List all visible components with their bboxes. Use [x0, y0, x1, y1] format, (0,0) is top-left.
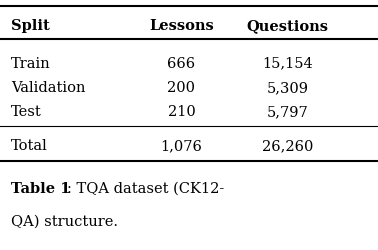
Text: Lessons: Lessons	[149, 19, 214, 33]
Text: Validation: Validation	[11, 81, 86, 95]
Text: Split: Split	[11, 19, 50, 33]
Text: Train: Train	[11, 57, 51, 71]
Text: Total: Total	[11, 139, 48, 153]
Text: 210: 210	[167, 105, 195, 119]
Text: 200: 200	[167, 81, 195, 95]
Text: 5,309: 5,309	[266, 81, 308, 95]
Text: Table 1: Table 1	[11, 182, 71, 196]
Text: 666: 666	[167, 57, 195, 71]
Text: 15,154: 15,154	[262, 57, 313, 71]
Text: QA) structure.: QA) structure.	[11, 214, 118, 228]
Text: 5,797: 5,797	[266, 105, 308, 119]
Text: 26,260: 26,260	[262, 139, 313, 153]
Text: Test: Test	[11, 105, 42, 119]
Text: Questions: Questions	[246, 19, 328, 33]
Text: 1,076: 1,076	[161, 139, 202, 153]
Text: : TQA dataset (CK12-: : TQA dataset (CK12-	[67, 182, 225, 196]
